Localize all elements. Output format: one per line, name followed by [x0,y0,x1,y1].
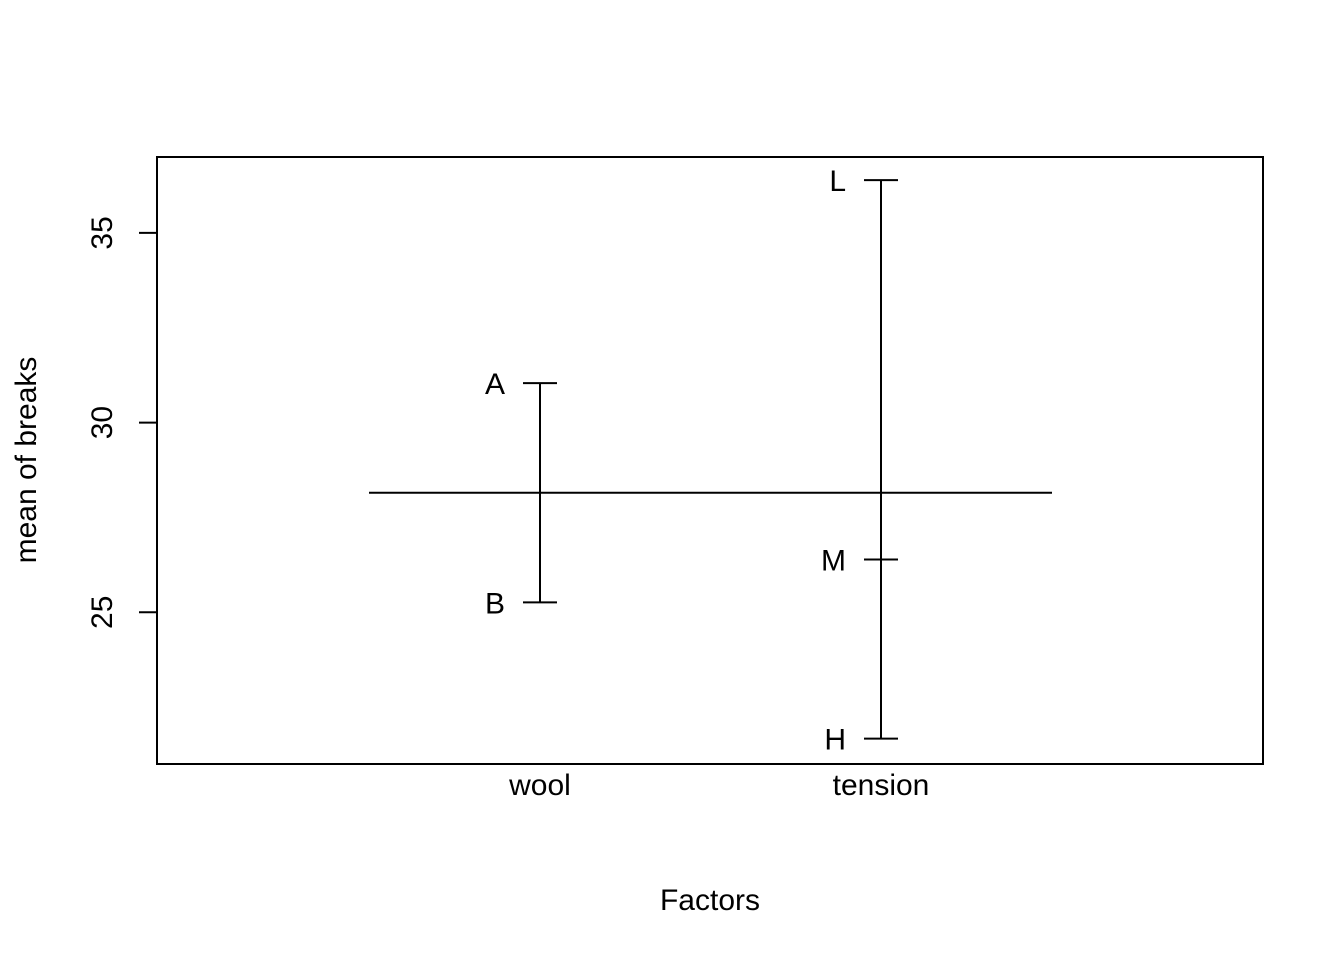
factor-label: tension [833,769,930,802]
y-tick-label: 25 [86,596,119,629]
factor-label: wool [508,769,571,802]
y-tick-label: 35 [86,216,119,249]
factor-marks [369,179,1052,740]
level-label: H [824,724,846,757]
y-axis-title: mean of breaks [10,357,43,564]
level-label: A [485,368,505,401]
level-label: L [829,165,846,198]
level-label: B [485,587,505,620]
level-label: M [821,545,846,578]
plot-frame [156,156,1264,765]
y-tick-label: 30 [86,406,119,439]
y-axis: 25 30 35 [86,216,158,629]
x-axis-title: Factors [660,884,760,917]
